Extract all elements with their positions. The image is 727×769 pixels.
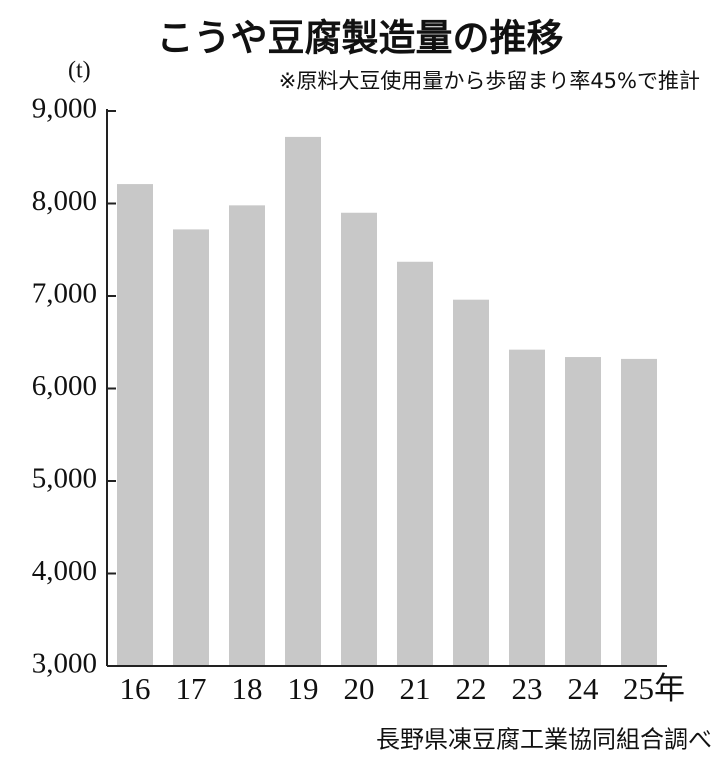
x-tick-label: 18 xyxy=(232,671,263,706)
y-tick-label: 5,000 xyxy=(32,463,97,495)
x-tick-label: 19 xyxy=(288,671,319,706)
chart-title: こうや豆腐製造量の推移 xyxy=(157,17,564,60)
y-tick-label: 7,000 xyxy=(32,278,97,310)
bar xyxy=(173,229,209,666)
note: ※原料大豆使用量から歩留まり率45%で推計 xyxy=(279,69,700,93)
x-tick-label: 20 xyxy=(344,671,375,706)
x-tick-label: 21 xyxy=(400,671,431,706)
x-tick-label: 24 xyxy=(568,671,600,706)
x-tick-label: 23 xyxy=(512,671,543,706)
x-tick-label: 17 xyxy=(176,671,207,706)
bar xyxy=(285,136,321,666)
bar xyxy=(341,212,377,666)
unit-label: (t) xyxy=(68,58,91,84)
y-tick-label: 6,000 xyxy=(32,370,97,402)
y-tick-label: 9,000 xyxy=(32,93,97,125)
source: 長野県凍豆腐工業協同組合調べ xyxy=(376,727,712,754)
y-tick-label: 4,000 xyxy=(32,555,97,587)
bar xyxy=(509,349,545,666)
bar xyxy=(621,358,657,666)
bar xyxy=(453,299,489,666)
bar xyxy=(565,357,601,666)
bar xyxy=(117,184,153,666)
y-tick-label: 3,000 xyxy=(32,648,97,680)
y-tick-label: 8,000 xyxy=(32,185,97,217)
bar xyxy=(229,205,265,666)
bar xyxy=(397,261,433,666)
x-tick-label: 25年 xyxy=(623,671,685,706)
x-tick-label: 16 xyxy=(120,671,151,706)
x-tick-label: 22 xyxy=(456,671,487,706)
